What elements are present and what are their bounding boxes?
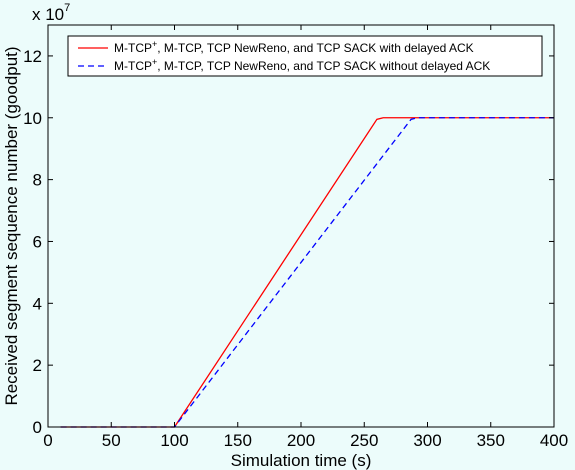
y-tick-label: 4 <box>33 294 42 313</box>
y-exponent-power: 7 <box>64 2 70 14</box>
plot-area <box>48 25 554 427</box>
y-tick-label: 2 <box>33 356 42 375</box>
x-tick-label: 350 <box>477 431 505 450</box>
legend-box <box>67 35 543 77</box>
y-axis-exponent: x 107 <box>32 2 70 24</box>
y-tick-label: 8 <box>33 171 42 190</box>
legend-label-1: M-TCP+, M-TCP, TCP NewReno, and TCP SACK… <box>114 39 474 55</box>
y-axis-label: Received segment sequence number (goodpu… <box>2 46 21 405</box>
y-exponent-base: x 10 <box>32 5 64 24</box>
y-tick-label: 12 <box>23 47 42 66</box>
x-tick-label: 0 <box>43 431 52 450</box>
x-tick-label: 200 <box>287 431 315 450</box>
y-tick-label: 0 <box>33 418 42 437</box>
legend: M-TCP+, M-TCP, TCP NewReno, and TCP SACK… <box>67 35 543 77</box>
x-axis-label: Simulation time (s) <box>231 451 372 470</box>
x-tick-label: 300 <box>413 431 441 450</box>
ticks-layer: 0 50 100 150 200 250 300 350 400 0 2 4 6 8 10 12 <box>23 25 568 450</box>
plot-frame <box>47 24 555 428</box>
y-tick-label: 6 <box>33 232 42 251</box>
x-tick-label: 250 <box>350 431 378 450</box>
y-tick-label: 10 <box>23 109 42 128</box>
x-tick-label: 150 <box>224 431 252 450</box>
x-tick-label: 100 <box>160 431 188 450</box>
x-tick-label: 50 <box>102 431 121 450</box>
x-tick-label: 400 <box>540 431 568 450</box>
legend-label-2: M-TCP+, M-TCP, TCP NewReno, and TCP SACK… <box>114 57 490 73</box>
